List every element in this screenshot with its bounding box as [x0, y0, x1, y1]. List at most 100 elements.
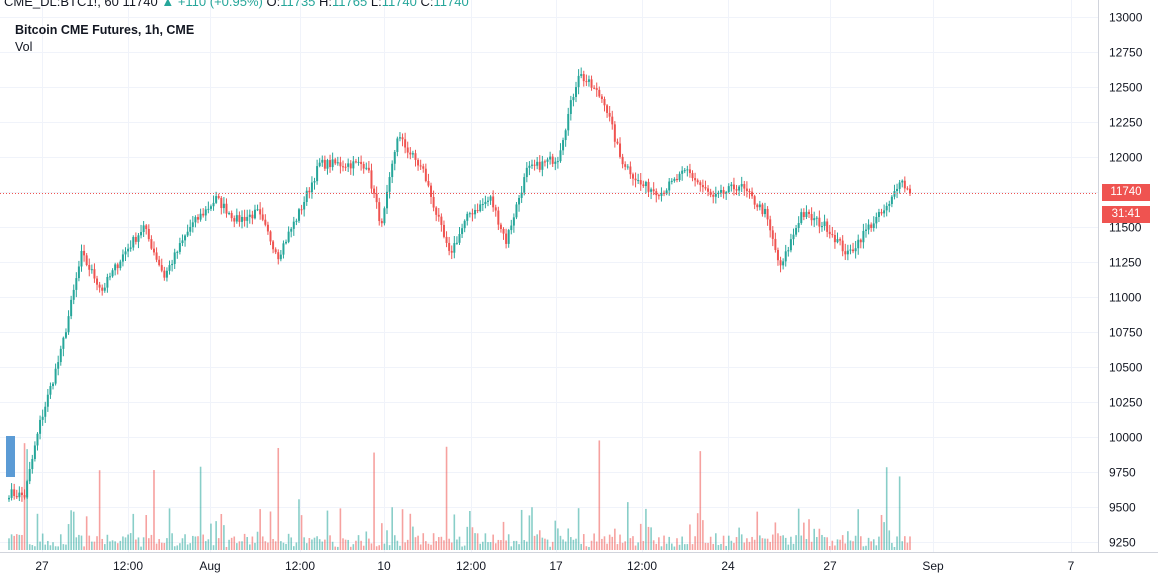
candle-body [810, 214, 813, 221]
volume-bar [766, 538, 769, 550]
volume-bar [21, 534, 23, 550]
candle-body [393, 151, 396, 164]
volume-bar [619, 534, 621, 550]
candle-body [719, 190, 722, 193]
volume-bar [93, 541, 96, 550]
candle-body [8, 497, 10, 500]
candle-body [417, 159, 420, 166]
volume-bar [660, 546, 663, 550]
volume-bar [740, 534, 743, 550]
price-tick-label: 10750 [1109, 326, 1143, 340]
volume-bar [8, 538, 10, 550]
candle-body [93, 269, 96, 279]
volume-bar [878, 536, 880, 550]
candle-body [909, 188, 911, 194]
volume-bar [717, 545, 720, 550]
candle-body [77, 266, 80, 279]
candle-body [329, 160, 332, 168]
volume-bar [388, 545, 391, 550]
volume-bar [116, 543, 119, 550]
candle-body [103, 287, 106, 291]
volume-bar [13, 535, 15, 550]
candle-body [132, 236, 135, 248]
candle-body [890, 196, 893, 205]
volume-bar [665, 543, 668, 550]
volume-bar [834, 545, 836, 550]
candle-body [712, 194, 715, 197]
candle-body [401, 137, 404, 140]
low-label: L: [370, 0, 382, 9]
volume-bar [381, 523, 383, 550]
volume-bar [898, 476, 901, 550]
candle-body [458, 234, 461, 243]
candle-body [569, 100, 572, 114]
candle-body [797, 223, 800, 229]
candle-body [771, 230, 774, 239]
volume-bar [715, 533, 717, 550]
candle-body [336, 162, 339, 164]
candle-body [852, 249, 855, 252]
volume-bar [217, 538, 220, 550]
volume-bar [603, 536, 606, 550]
candle-body [36, 433, 39, 446]
volume-label[interactable]: Vol [15, 40, 33, 54]
volume-bar [839, 539, 841, 550]
volume-bar [150, 534, 153, 550]
high-label: H: [319, 0, 333, 9]
candle-body [253, 209, 256, 219]
volume-bar [761, 538, 764, 550]
volume-bar [821, 534, 823, 550]
candle-body [854, 248, 857, 252]
candle-body [230, 213, 233, 219]
candle-body [530, 164, 533, 166]
volume-bar [365, 531, 368, 550]
candle-body [352, 161, 355, 169]
volume-bar [269, 511, 272, 550]
candle-body [590, 79, 593, 88]
candle-body [683, 170, 686, 172]
candle-body [660, 192, 663, 196]
candle-body [655, 191, 658, 196]
volume-bar [435, 541, 437, 550]
side-marker[interactable] [6, 436, 15, 477]
volume-bar [298, 499, 300, 550]
candle-body [815, 217, 818, 219]
volume-bar [857, 509, 860, 550]
candle-body [820, 226, 823, 228]
volume-bar [823, 537, 826, 550]
volume-bar [331, 541, 334, 550]
volume-bar [192, 535, 194, 550]
candle-body [492, 196, 495, 208]
volume-bar [378, 545, 381, 550]
candle-body [515, 204, 518, 218]
volume-bar [311, 539, 313, 550]
volume-bar [865, 545, 867, 550]
volume-bar [129, 533, 132, 550]
volume-bar [836, 539, 839, 550]
change-arrow-icon: ▲ [161, 0, 175, 9]
volume-bar [549, 546, 551, 550]
candle-body [639, 180, 642, 185]
volume-bar [494, 543, 497, 550]
candle-body [486, 200, 489, 202]
candle-body [554, 161, 557, 164]
chart-title[interactable]: Bitcoin CME Futures, 1h, CME [15, 23, 195, 37]
candle-body [72, 289, 75, 300]
volume-bar [536, 534, 538, 550]
candle-body [404, 139, 407, 148]
volume-bar [241, 541, 243, 550]
candle-body [740, 184, 743, 187]
volume-bar [368, 538, 370, 550]
candle-body [691, 173, 694, 179]
high-value: 11765 [332, 0, 368, 9]
candle-body [334, 159, 337, 164]
candle-body [106, 276, 109, 288]
candle-body [673, 178, 676, 181]
volume-bar [852, 541, 854, 550]
volume-bar [287, 533, 290, 550]
volume-bar [515, 540, 518, 550]
time-tick-label: 12:00 [113, 559, 143, 573]
candle-body [528, 165, 531, 168]
volume-bar [54, 546, 57, 550]
